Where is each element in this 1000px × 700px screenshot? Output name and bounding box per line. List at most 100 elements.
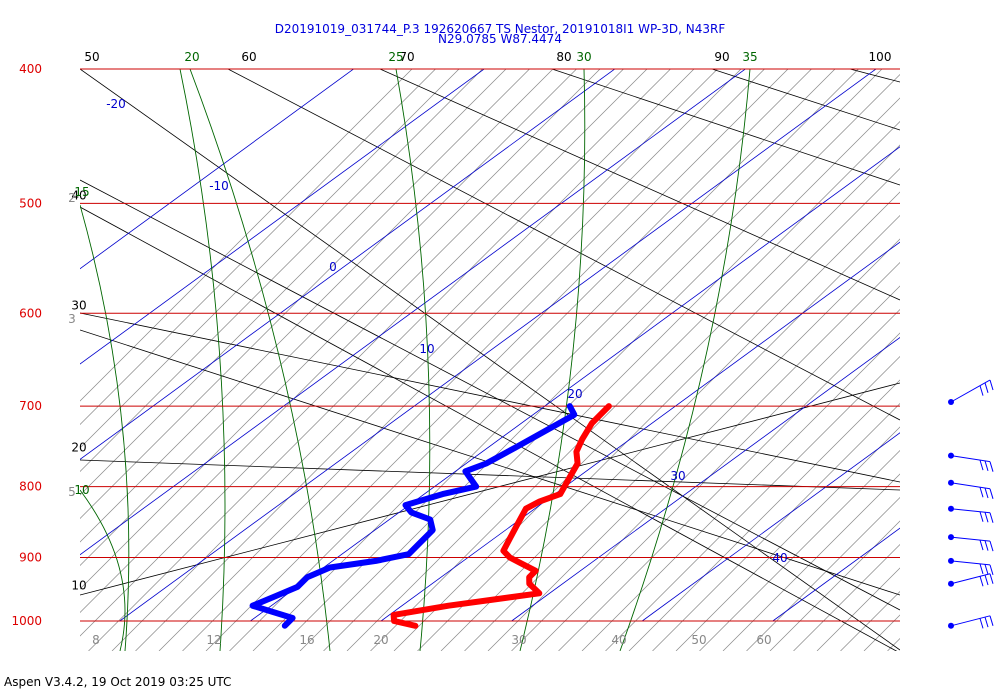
wind-barb-feather: [979, 563, 984, 574]
mixing-ratio-label: 15: [74, 185, 89, 199]
pressure-tick-label: 400: [19, 62, 42, 76]
wind-barb-feather: [979, 487, 984, 498]
wind-barb-shaft: [950, 573, 991, 585]
dry-adiabat-line: [887, 638, 900, 651]
isotherm-label: 30: [670, 469, 685, 483]
isotherm-label: 0: [329, 260, 337, 274]
dewpoint-profile-line: [249, 403, 578, 629]
pressure-tick-label: 500: [19, 196, 42, 210]
humidity-label: 30: [71, 298, 86, 312]
moist-adiabat-line: [179, 69, 226, 651]
humidity-label: 80: [556, 50, 571, 64]
dry-adiabat-line: [229, 69, 812, 651]
bottom-scale-label: 12: [206, 633, 221, 647]
dry-adiabat-line: [80, 69, 507, 496]
mixing-ratio-label: 20: [184, 50, 199, 64]
wind-barb-feather: [984, 564, 989, 575]
mixing-ratio-label: 30: [576, 50, 591, 64]
isotherm-line: [511, 336, 900, 622]
dry-adiabat-line: [370, 121, 900, 651]
dry-adiabat-line: [982, 0, 1000, 651]
isotherm-line: [80, 69, 747, 556]
wind-barb-feather: [979, 511, 984, 522]
mixing-ratio-label: 10: [74, 483, 89, 497]
wind-barb-feather: [989, 512, 994, 523]
dry-adiabat-line: [80, 69, 601, 590]
pressure-tick-label: 800: [19, 480, 42, 494]
moist-adiabat-line: [519, 69, 586, 651]
dry-adiabat-line: [769, 520, 900, 651]
wind-barb-feather: [984, 382, 989, 393]
moist-adiabat-line: [395, 69, 431, 651]
dry-adiabat-line: [323, 74, 900, 651]
dry-adiabat-line: [182, 69, 765, 651]
wind-barb-feather: [984, 460, 989, 472]
wind-barb-feather: [989, 461, 994, 472]
dry-adiabat-line: [487, 238, 900, 651]
humidity-label: 100: [869, 50, 892, 64]
grid-layer: [80, 0, 1000, 651]
software-version-footer: Aspen V3.4.2, 19 Oct 2019 03:25 UTC: [4, 675, 232, 689]
wind-barb: [948, 615, 994, 629]
wind-barb: [948, 505, 994, 523]
pressure-tick-label: 900: [19, 551, 42, 565]
wind-barb-feather: [989, 488, 994, 499]
wind-barb-feather: [989, 564, 994, 576]
wind-barb-feather: [979, 576, 984, 587]
mixing-ratio-label: 35: [742, 50, 757, 64]
dry-adiabat-line: [393, 144, 900, 651]
dry-adiabat-line: [675, 426, 900, 651]
mixing-ratio-label: 25: [388, 50, 403, 64]
wind-barb-feather: [989, 540, 994, 552]
humidity-label: 40: [71, 188, 86, 202]
dry-adiabat-line: [722, 473, 900, 651]
humidity-label: 60: [241, 50, 256, 64]
bottom-scale-label: 30: [511, 633, 526, 647]
humidity-label: 90: [714, 50, 729, 64]
dry-adiabat-line: [935, 0, 1000, 651]
wind-barb: [948, 534, 994, 552]
dry-adiabat-line: [80, 69, 577, 566]
bottom-scale-label: 50: [691, 633, 706, 647]
isotherm-line: [641, 432, 900, 622]
wind-barb-feather: [979, 459, 984, 471]
dry-adiabat-line: [840, 591, 900, 651]
dry-adiabat-line: [464, 215, 900, 651]
moist-adiabat-line: [80, 204, 130, 651]
temperature-profile-line: [390, 403, 612, 629]
dry-adiabat-line: [417, 168, 900, 651]
wind-barb-feather: [989, 615, 994, 626]
humidity-line: [379, 69, 900, 301]
humidity-line: [80, 179, 900, 611]
dry-adiabat-line: [158, 69, 742, 651]
wind-barb-shaft: [950, 508, 991, 514]
wind-barb-feather: [979, 385, 984, 396]
moist-adiabat-line: [619, 69, 751, 651]
isotherm-line: [119, 69, 877, 622]
bottom-scale-label: 16: [299, 633, 314, 647]
wind-barb-feather: [979, 618, 984, 629]
dry-adiabat-line: [911, 0, 1000, 651]
dry-adiabat-line: [80, 69, 648, 637]
dry-adiabat-line: [511, 262, 900, 651]
dry-adiabat-line: [205, 69, 789, 651]
dry-adiabat-line: [80, 69, 624, 613]
dry-adiabat-line: [299, 69, 883, 651]
wind-barb-shaft: [950, 455, 991, 463]
wind-barb-shaft: [950, 560, 991, 566]
dry-adiabat-line: [958, 0, 1000, 651]
humidity-line: [80, 69, 900, 651]
wind-barb-feather: [979, 539, 984, 551]
wind-barb: [948, 452, 994, 472]
isotherm-line: [250, 146, 900, 622]
isotherm-label: -20: [106, 97, 126, 111]
dry-adiabat-line: [581, 332, 900, 651]
chart-title-line-2: N29.0785 W87.4474: [438, 32, 562, 46]
wind-barb: [948, 557, 994, 576]
humidity-label: 10: [71, 578, 86, 592]
wind-barb-shaft: [950, 536, 991, 542]
bottom-scale-label: 60: [756, 633, 771, 647]
dry-adiabat-line: [605, 356, 900, 651]
pressure-tick-label: 1000: [11, 614, 42, 628]
wind-barb-feather: [984, 540, 989, 551]
